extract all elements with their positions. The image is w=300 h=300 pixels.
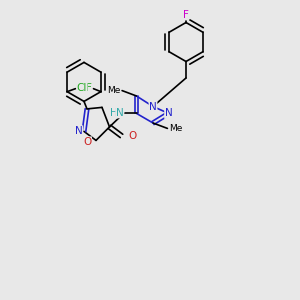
Text: Me: Me	[169, 124, 182, 133]
Text: N: N	[149, 101, 157, 112]
Text: F: F	[183, 10, 189, 20]
Text: N: N	[116, 108, 124, 118]
Text: Me: Me	[107, 86, 121, 95]
Text: H: H	[110, 108, 118, 118]
Text: O: O	[83, 137, 92, 147]
Text: F: F	[86, 83, 92, 93]
Text: N: N	[165, 108, 172, 118]
Text: O: O	[128, 131, 136, 141]
Text: Cl: Cl	[77, 83, 87, 93]
Text: N: N	[75, 126, 83, 136]
